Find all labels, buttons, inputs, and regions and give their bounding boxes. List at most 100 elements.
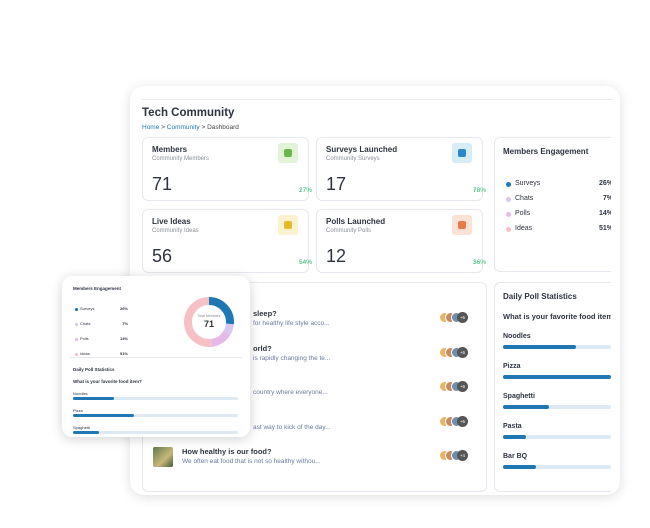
change-value: 36%	[473, 259, 487, 266]
poll-option: Spaghetti	[503, 393, 535, 400]
legend-name: Polls	[515, 210, 531, 217]
poll-track	[73, 414, 238, 417]
poll-option: Noodles	[73, 391, 88, 396]
engagement-card: Members Engagement Surveys 26% Chats 7% Poll…	[494, 137, 611, 272]
avatar-more: +4	[457, 450, 468, 461]
poll-bar	[73, 431, 100, 434]
legend-value: 51%	[119, 351, 128, 356]
poll-option: Spaghetti	[73, 425, 90, 430]
overlay-card: Members Engagement Daily Poll Statistics…	[62, 276, 250, 437]
stat-card: Members Community Members 71 ↑ 27%	[142, 137, 313, 201]
stat-subtitle: Community Members	[152, 156, 210, 162]
legend-dot	[75, 353, 78, 356]
discussion-title: orld?	[253, 343, 272, 353]
poll-bar	[503, 375, 611, 379]
legend-name: Ideas	[80, 351, 90, 356]
legend-dot	[75, 308, 78, 311]
legend-value: 51%	[598, 225, 611, 232]
poll-track	[503, 435, 611, 439]
up-arrow: ↑	[299, 259, 303, 266]
legend-name: Chats	[515, 195, 534, 202]
up-arrow: ↑	[299, 187, 303, 194]
legend-value: 7%	[122, 321, 128, 326]
discussion-subtitle: for healthy life style acco...	[253, 320, 330, 327]
legend-dot	[506, 182, 511, 187]
legend-dot	[506, 227, 511, 232]
legend-dot	[506, 212, 511, 217]
stat-value: 71	[152, 174, 173, 194]
stat-icon	[278, 215, 298, 235]
legend-name: Surveys	[515, 180, 541, 187]
poll-question: What is your favorite food item?	[503, 312, 611, 321]
thumbnail	[153, 447, 173, 467]
icon-glyph	[284, 221, 292, 229]
poll-bar	[503, 465, 537, 469]
stat-title: Surveys Launched	[326, 145, 398, 154]
stat-subtitle: Community Surveys	[326, 156, 380, 162]
change-value: 27%	[299, 187, 313, 194]
up-arrow: ↑	[473, 187, 477, 194]
poll-bar	[503, 435, 526, 439]
stat-card: Live Ideas Community Ideas 56 ↑ 54%	[142, 209, 312, 273]
legend-value: 26%	[598, 180, 611, 187]
poll-track	[503, 405, 611, 409]
stat-subtitle: Community Polls	[326, 228, 372, 234]
discussion-subtitle: We often eat food that is not so healthy…	[182, 458, 321, 465]
poll-track	[73, 397, 238, 400]
stat-card: Surveys Launched Community Surveys 17 ↑ 78%	[316, 137, 487, 201]
legend-value: 26%	[119, 306, 128, 311]
stat-subtitle: Community Ideas	[152, 228, 199, 234]
legend-name: Ideas	[515, 225, 533, 232]
crumb-sep: >	[201, 124, 206, 131]
avatar-more: +6	[457, 415, 468, 427]
poll-bar	[503, 405, 550, 409]
up-arrow: ↑	[473, 259, 477, 266]
poll-bar	[73, 414, 135, 417]
stat-card: Polls Launched Community Polls 12 ↑ 36%	[316, 209, 487, 273]
avatar-more: +6	[457, 346, 468, 358]
poll-question: What is your favorite food item?	[73, 379, 142, 384]
card-title: Members Engagement	[73, 286, 122, 291]
crumb-sep: >	[161, 124, 165, 131]
discussion-title: sleep?	[253, 309, 277, 318]
poll-option: Bar BQ	[503, 453, 528, 460]
poll-card: Daily Poll Statistics What is your favor…	[494, 282, 611, 492]
avatar-more: +6	[457, 312, 468, 323]
discussion-subtitle: is rapidly changing the te...	[253, 354, 331, 362]
stat-value: 12	[326, 246, 347, 266]
donut	[184, 297, 234, 347]
crumb[interactable]: Community	[166, 124, 200, 131]
legend-name: Polls	[80, 336, 89, 341]
stat-title: Live Ideas	[152, 217, 191, 226]
top-rule	[142, 99, 612, 100]
legend-name: Chats	[80, 321, 91, 326]
discussion-subtitle: ast way to kick of the day...	[253, 423, 331, 431]
legend-value: 14%	[598, 210, 611, 217]
card-title: Daily Poll Statistics	[73, 367, 115, 372]
poll-option: Noodles	[503, 333, 531, 340]
donut-center-label: Total Members	[197, 314, 221, 318]
card-title: Daily Poll Statistics	[503, 292, 577, 301]
legend-dot	[75, 338, 78, 341]
avatar-more: +6	[457, 381, 468, 392]
icon-glyph	[284, 149, 292, 157]
poll-option: Pizza	[503, 363, 521, 370]
donut-segment	[184, 297, 234, 347]
page-title: Tech Community	[142, 107, 235, 119]
poll-bar	[503, 345, 577, 349]
change-value: 78%	[473, 187, 487, 194]
icon-glyph	[458, 221, 466, 229]
stat-value: 56	[152, 246, 173, 266]
poll-track	[73, 431, 238, 434]
donut-center-value: 71	[203, 319, 214, 329]
legend-dot	[506, 197, 511, 202]
legend-value: 14%	[119, 336, 128, 341]
stat-icon	[278, 143, 298, 163]
legend-dot	[75, 323, 78, 326]
icon-glyph	[458, 149, 466, 157]
discussion-title: How healthy is our food?	[182, 447, 272, 456]
poll-option: Pasta	[503, 423, 522, 430]
crumb[interactable]: Home	[142, 124, 160, 131]
poll-option: Pizza	[73, 408, 83, 413]
